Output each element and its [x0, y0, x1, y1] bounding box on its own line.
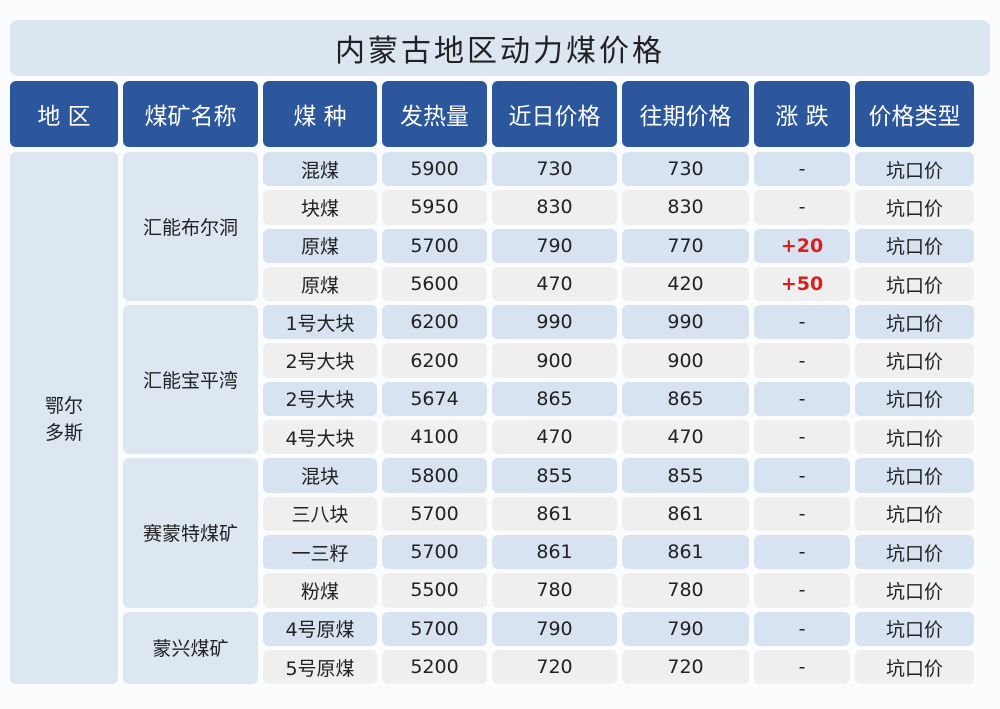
- cell-price-type: 坑口价: [855, 343, 974, 378]
- cell-recent-price: 790: [492, 611, 617, 646]
- cell-recent-price: 780: [492, 573, 617, 608]
- cell-price-type: 坑口价: [855, 266, 974, 302]
- cell-change: -: [754, 458, 850, 493]
- cell-recent-price: 855: [492, 458, 617, 493]
- table-title: 内蒙古地区动力煤价格: [10, 20, 990, 76]
- cell-price-type: 坑口价: [855, 458, 974, 493]
- cell-coal-type: 粉煤: [263, 573, 377, 608]
- cell-coal-type: 三八块: [263, 496, 377, 531]
- cell-coal-type: 1号大块: [263, 305, 377, 340]
- cell-price-type: 坑口价: [855, 496, 974, 531]
- cell-change: -: [754, 343, 850, 378]
- cell-previous-price: 790: [622, 611, 749, 646]
- cell-price-type: 坑口价: [855, 420, 974, 455]
- cell-previous-price: 865: [622, 381, 749, 417]
- cell-price-type: 坑口价: [855, 228, 974, 263]
- cell-previous-price: 861: [622, 534, 749, 570]
- cell-coal-type: 4号大块: [263, 420, 377, 455]
- cell-coal-type: 5号原煤: [263, 649, 377, 685]
- cell-change: -: [754, 420, 850, 455]
- cell-previous-price: 990: [622, 305, 749, 340]
- header-coal-type: 煤 种: [263, 81, 377, 147]
- cell-change: -: [754, 649, 850, 685]
- cell-calorific-value: 5600: [382, 266, 487, 302]
- cell-recent-price: 861: [492, 534, 617, 570]
- cell-calorific-value: 5200: [382, 649, 487, 685]
- header-previous-price: 往期价格: [622, 81, 749, 147]
- cell-previous-price: 720: [622, 649, 749, 685]
- mine-name-cell: 蒙兴煤矿: [123, 611, 258, 685]
- cell-calorific-value: 4100: [382, 420, 487, 455]
- cell-calorific-value: 5700: [382, 611, 487, 646]
- header-region: 地 区: [10, 81, 118, 147]
- cell-coal-type: 块煤: [263, 190, 377, 225]
- cell-previous-price: 855: [622, 458, 749, 493]
- cell-recent-price: 861: [492, 496, 617, 531]
- cell-price-type: 坑口价: [855, 381, 974, 417]
- cell-recent-price: 865: [492, 381, 617, 417]
- cell-change: -: [754, 611, 850, 646]
- cell-price-type: 坑口价: [855, 305, 974, 340]
- cell-calorific-value: 6200: [382, 305, 487, 340]
- region-cell: 鄂尔 多斯: [10, 152, 118, 685]
- cell-previous-price: 900: [622, 343, 749, 378]
- cell-price-type: 坑口价: [855, 190, 974, 225]
- cell-calorific-value: 5800: [382, 458, 487, 493]
- cell-previous-price: 470: [622, 420, 749, 455]
- cell-coal-type: 4号原煤: [263, 611, 377, 646]
- price-table: 地 区煤矿名称煤 种发热量 近日价格 往期价格涨 跌价格类型鄂尔 多斯 汇能布尔洞 混煤…: [10, 81, 974, 685]
- cell-change: +20: [754, 228, 850, 263]
- cell-recent-price: 470: [492, 420, 617, 455]
- cell-calorific-value: 5700: [382, 496, 487, 531]
- cell-change: -: [754, 534, 850, 570]
- cell-recent-price: 720: [492, 649, 617, 685]
- header-calorific-value: 发热量: [382, 81, 487, 147]
- cell-price-type: 坑口价: [855, 573, 974, 608]
- cell-calorific-value: 6200: [382, 343, 487, 378]
- cell-recent-price: 830: [492, 190, 617, 225]
- cell-calorific-value: 5500: [382, 573, 487, 608]
- cell-change: -: [754, 305, 850, 340]
- cell-previous-price: 730: [622, 152, 749, 187]
- cell-calorific-value: 5900: [382, 152, 487, 187]
- cell-price-type: 坑口价: [855, 649, 974, 685]
- cell-change: -: [754, 190, 850, 225]
- cell-calorific-value: 5674: [382, 381, 487, 417]
- mine-name-cell: 汇能宝平湾: [123, 305, 258, 455]
- cell-coal-type: 2号大块: [263, 343, 377, 378]
- cell-previous-price: 861: [622, 496, 749, 531]
- cell-price-type: 坑口价: [855, 152, 974, 187]
- cell-recent-price: 900: [492, 343, 617, 378]
- cell-recent-price: 790: [492, 228, 617, 263]
- header-recent-price: 近日价格: [492, 81, 617, 147]
- cell-change: -: [754, 152, 850, 187]
- header-change: 涨 跌: [754, 81, 850, 147]
- cell-previous-price: 770: [622, 228, 749, 263]
- cell-price-type: 坑口价: [855, 611, 974, 646]
- cell-recent-price: 730: [492, 152, 617, 187]
- cell-coal-type: 2号大块: [263, 381, 377, 417]
- cell-calorific-value: 5950: [382, 190, 487, 225]
- header-mine-name: 煤矿名称: [123, 81, 258, 147]
- cell-change: -: [754, 496, 850, 531]
- header-price-type: 价格类型: [855, 81, 974, 147]
- cell-calorific-value: 5700: [382, 228, 487, 263]
- cell-recent-price: 470: [492, 266, 617, 302]
- cell-change: +50: [754, 266, 850, 302]
- cell-change: -: [754, 381, 850, 417]
- mine-name-cell: 赛蒙特煤矿: [123, 458, 258, 608]
- cell-coal-type: 混煤: [263, 152, 377, 187]
- cell-recent-price: 990: [492, 305, 617, 340]
- cell-calorific-value: 5700: [382, 534, 487, 570]
- cell-previous-price: 830: [622, 190, 749, 225]
- cell-previous-price: 420: [622, 266, 749, 302]
- cell-price-type: 坑口价: [855, 534, 974, 570]
- cell-coal-type: 混块: [263, 458, 377, 493]
- cell-coal-type: 一三籽: [263, 534, 377, 570]
- cell-change: -: [754, 573, 850, 608]
- cell-previous-price: 780: [622, 573, 749, 608]
- mine-name-cell: 汇能布尔洞: [123, 152, 258, 302]
- cell-coal-type: 原煤: [263, 266, 377, 302]
- cell-coal-type: 原煤: [263, 228, 377, 263]
